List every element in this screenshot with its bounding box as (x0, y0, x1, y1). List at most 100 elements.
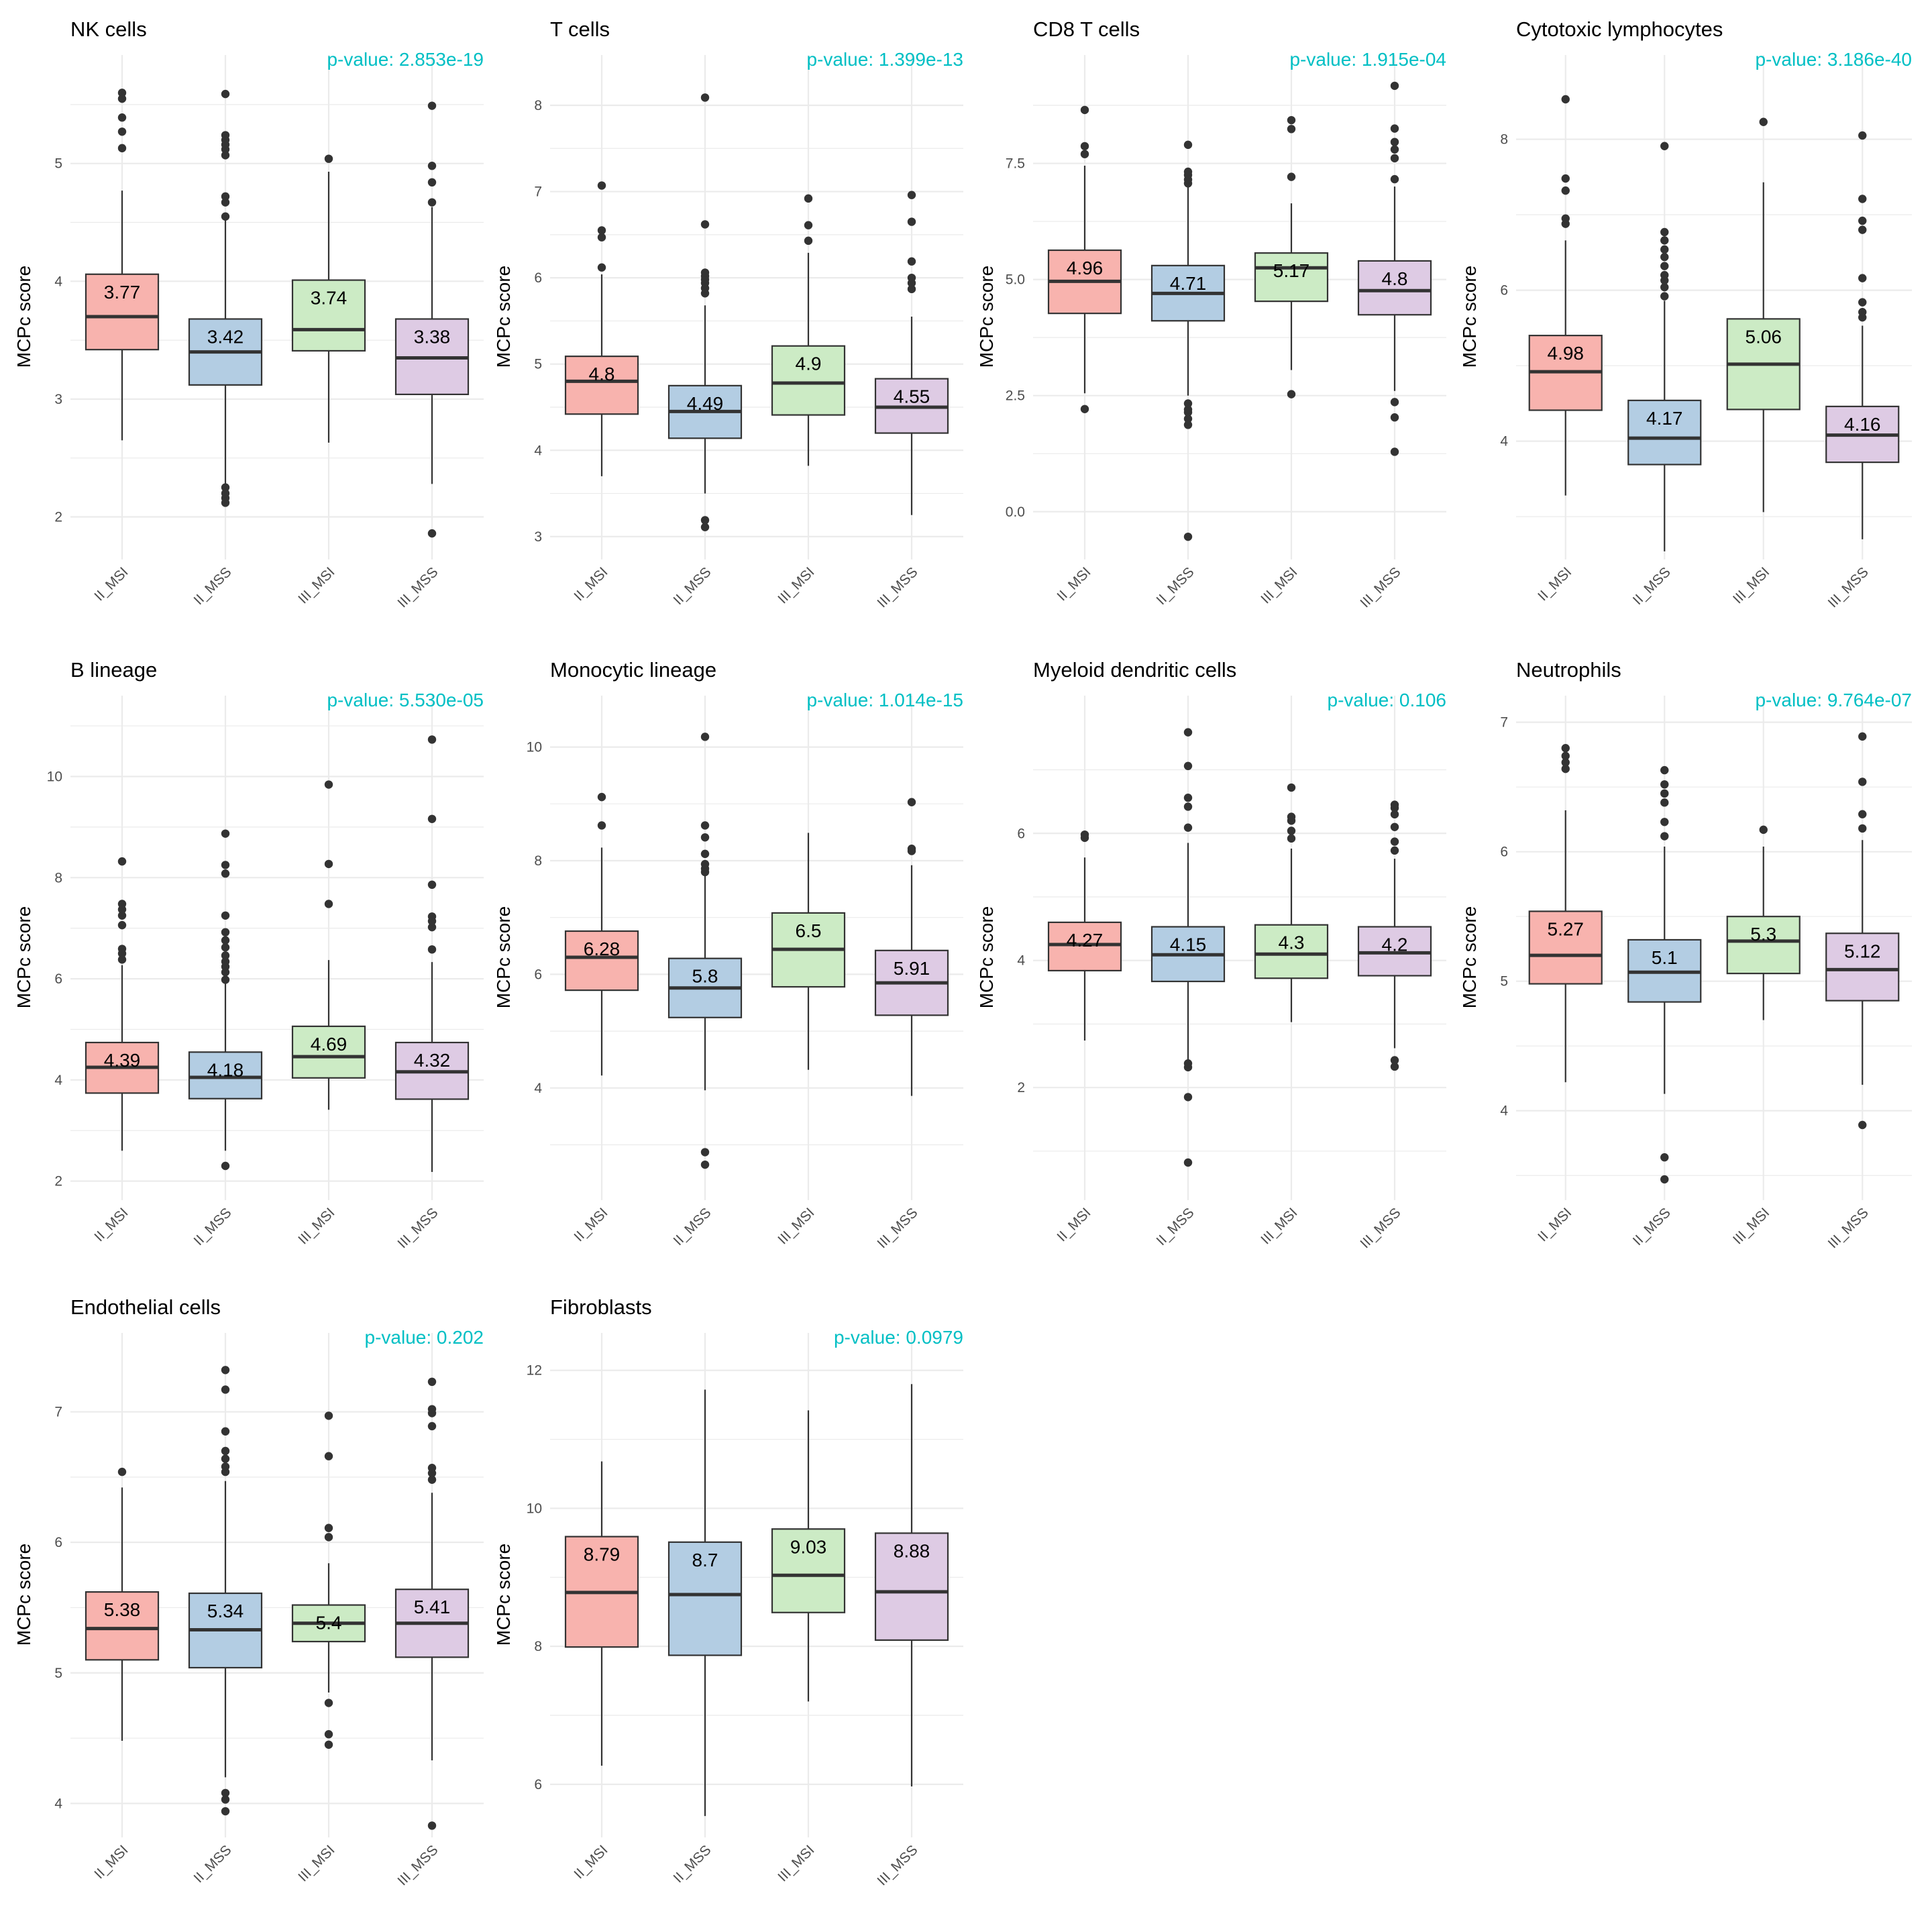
y-tick-label: 2 (54, 510, 62, 525)
outlier-point (221, 192, 230, 201)
outlier-point (117, 1467, 127, 1477)
panel-title: NK cells (70, 17, 147, 41)
box-value-label: 4.32 (414, 1050, 451, 1071)
box-value-label: 4.69 (311, 1034, 347, 1055)
outlier-point (221, 489, 230, 498)
box-iii-msi (771, 1528, 846, 1613)
y-tick-label: 5 (54, 1666, 62, 1681)
outlier-point (1858, 225, 1867, 234)
outlier-point (1390, 398, 1399, 407)
x-tick-label: III_MSI (1730, 1205, 1772, 1247)
y-tick-label: 10 (527, 1501, 542, 1516)
outlier-point (117, 955, 127, 964)
x-tick-label: III_MSI (1258, 1205, 1300, 1247)
y-axis-label: MCPc score (1459, 906, 1480, 1008)
outlier-point (1287, 115, 1296, 125)
y-tick-label: 5 (1500, 974, 1508, 989)
box-value-label: 5.34 (207, 1601, 244, 1621)
outlier-point (324, 1411, 333, 1420)
outlier-point (427, 735, 437, 744)
outlier-point (1390, 1056, 1399, 1065)
y-axis-label: MCPc score (1459, 266, 1480, 368)
outlier-point (1660, 818, 1669, 826)
outlier-point (1390, 413, 1399, 422)
outlier-point (1858, 195, 1867, 203)
outlier-point (1660, 245, 1669, 254)
pvalue-label: p-value: 0.0979 (834, 1327, 963, 1348)
outlier-point (221, 975, 230, 984)
box-value-label: 4.2 (1382, 934, 1408, 955)
outlier-point (1080, 150, 1089, 158)
x-tick-label: III_MSS (1357, 1205, 1403, 1251)
outlier-point (427, 1464, 437, 1472)
y-tick-label: 2 (54, 1174, 62, 1189)
outlier-point (1858, 810, 1867, 818)
outlier-point (221, 89, 230, 99)
y-tick-label: 7 (534, 184, 542, 200)
y-tick-label: 7 (54, 1405, 62, 1420)
y-tick-label: 8 (54, 870, 62, 885)
panel-title: CD8 T cells (1033, 17, 1140, 41)
outlier-point (427, 1821, 437, 1830)
outlier-point (221, 1462, 230, 1471)
x-tick-label: II_MSS (191, 1842, 235, 1886)
box-value-label: 4.27 (1067, 930, 1104, 951)
outlier-point (1660, 282, 1669, 292)
outlier-point (427, 1421, 437, 1431)
panel-title: Fibroblasts (550, 1295, 652, 1319)
outlier-point (1287, 834, 1296, 843)
x-tick-label: II_MSS (191, 564, 235, 608)
outlier-point (700, 821, 710, 830)
outlier-point (1660, 292, 1669, 301)
y-tick-label: 0.0 (1006, 504, 1025, 520)
box-value-label: 5.4 (316, 1613, 342, 1633)
y-tick-label: 5.0 (1006, 272, 1025, 288)
outlier-point (804, 194, 813, 203)
x-tick-label: II_MSI (1054, 564, 1093, 604)
outlier-point (427, 912, 437, 921)
outlier-point (1660, 1153, 1669, 1162)
x-tick-label: III_MSS (874, 564, 920, 610)
outlier-point (700, 93, 710, 102)
y-axis-label: MCPc score (976, 906, 997, 1008)
outlier-point (1183, 405, 1193, 414)
y-axis-label: MCPc score (493, 266, 514, 368)
outlier-point (221, 1161, 230, 1171)
outlier-point (700, 220, 710, 229)
box-ii-msi (564, 356, 639, 415)
outlier-point (1561, 751, 1570, 761)
panel-endothelial-cells: 4 5 6 7 Endothelial cells p-value: 0.202 MCPc … (13, 1295, 484, 1888)
panel-fibroblasts: 6 8 10 12 Fibroblasts p-value: 0.0979 MCPc sco… (493, 1295, 963, 1888)
outlier-point (597, 233, 606, 241)
outlier-point (1183, 794, 1193, 802)
x-tick-label: II_MSS (671, 1842, 714, 1886)
x-tick-label: III_MSS (394, 1205, 441, 1251)
box-ii-msi (1047, 921, 1122, 971)
outlier-point (221, 957, 230, 966)
y-axis-label: MCPc score (13, 266, 34, 368)
outlier-point (1080, 142, 1089, 151)
outlier-point (1561, 744, 1570, 753)
outlier-point (1183, 415, 1193, 423)
x-tick-label: III_MSS (394, 564, 441, 610)
pvalue-label: p-value: 1.014e-15 (806, 690, 963, 710)
outlier-point (221, 1385, 230, 1394)
outlier-point (1858, 308, 1867, 317)
pvalue-label: p-value: 1.399e-13 (806, 49, 963, 70)
x-tick-label: II_MSI (571, 1842, 610, 1882)
outlier-point (324, 1523, 333, 1532)
box-ii-mss (1627, 399, 1702, 466)
outlier-point (1858, 216, 1867, 225)
y-tick-label: 6 (1500, 845, 1508, 860)
outlier-point (1183, 823, 1193, 832)
outlier-point (324, 1699, 333, 1707)
y-tick-label: 5 (534, 357, 542, 372)
outlier-point (221, 1807, 230, 1816)
outlier-point (907, 191, 916, 199)
x-tick-label: III_MSS (1825, 1205, 1872, 1251)
y-axis-label: MCPc score (13, 906, 34, 1008)
box-value-label: 6.28 (584, 938, 621, 959)
outlier-point (700, 849, 710, 859)
outlier-point (427, 1405, 437, 1413)
outlier-point (117, 945, 127, 953)
